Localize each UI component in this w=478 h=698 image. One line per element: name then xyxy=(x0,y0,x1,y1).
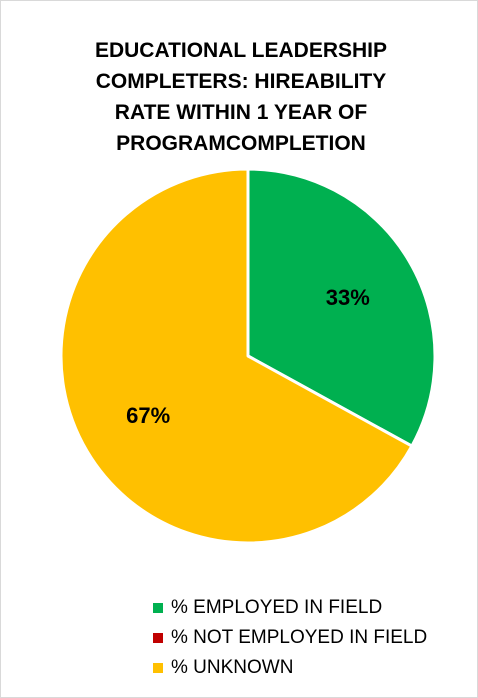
pie-data-label: 33% xyxy=(326,285,370,310)
legend-label: % NOT EMPLOYED IN FIELD xyxy=(171,627,428,648)
legend-item-unknown: % UNKNOWN xyxy=(153,653,427,683)
pie-slice xyxy=(246,167,437,448)
chart-title-line: PROGRAMCOMPLETION xyxy=(116,132,366,155)
legend-swatch-unknown xyxy=(153,663,163,673)
pie-data-label: 67% xyxy=(126,403,170,428)
pie-slice xyxy=(59,167,414,545)
chart-title-line: COMPLETERS: HIREABILITY xyxy=(95,70,387,93)
legend-label: % UNKNOWN xyxy=(171,657,294,678)
chart-title-line: EDUCATIONAL LEADERSHIP xyxy=(94,39,388,62)
legend-swatch-employed xyxy=(153,603,163,613)
legend-item-employed: % EMPLOYED IN FIELD xyxy=(153,593,427,623)
chart-title-line: RATE WITHIN 1 YEAR OF xyxy=(114,101,368,124)
legend-label: % EMPLOYED IN FIELD xyxy=(171,597,383,618)
pie-chart: 33% 67% xyxy=(59,167,437,545)
legend-item-not-employed: % NOT EMPLOYED IN FIELD xyxy=(153,623,427,653)
chart-title: EDUCATIONAL LEADERSHIP COMPLETERS: HIREA… xyxy=(41,35,441,159)
legend-swatch-not-employed xyxy=(153,633,163,643)
chart-legend: % EMPLOYED IN FIELD % NOT EMPLOYED IN FI… xyxy=(153,593,427,683)
